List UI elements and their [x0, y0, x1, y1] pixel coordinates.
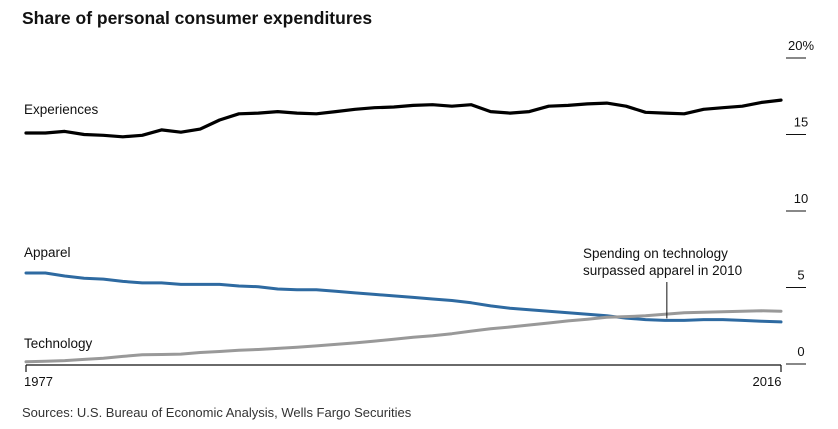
series-label-apparel: Apparel: [24, 245, 71, 260]
series-label-technology: Technology: [24, 336, 93, 351]
x-tick-label: 1977: [24, 374, 53, 389]
source-note: Sources: U.S. Bureau of Economic Analysi…: [22, 405, 412, 420]
y-tick-label: 0: [797, 344, 804, 359]
x-tick-label: 2016: [753, 374, 782, 389]
annotation-text-line2: surpassed apparel in 2010: [583, 263, 742, 278]
series-line-experiences: [24, 98, 783, 139]
y-tick-label: 5: [797, 268, 804, 283]
y-tick-label: 20%: [788, 38, 814, 53]
y-tick-label: 10: [794, 191, 808, 206]
annotation-text-line1: Spending on technology: [583, 246, 728, 261]
series-line-technology: [24, 309, 783, 364]
chart-title: Share of personal consumer expenditures: [22, 8, 373, 28]
y-tick-label: 15: [794, 115, 808, 130]
series-line-apparel: [24, 271, 783, 324]
series-label-experiences: Experiences: [24, 102, 99, 117]
